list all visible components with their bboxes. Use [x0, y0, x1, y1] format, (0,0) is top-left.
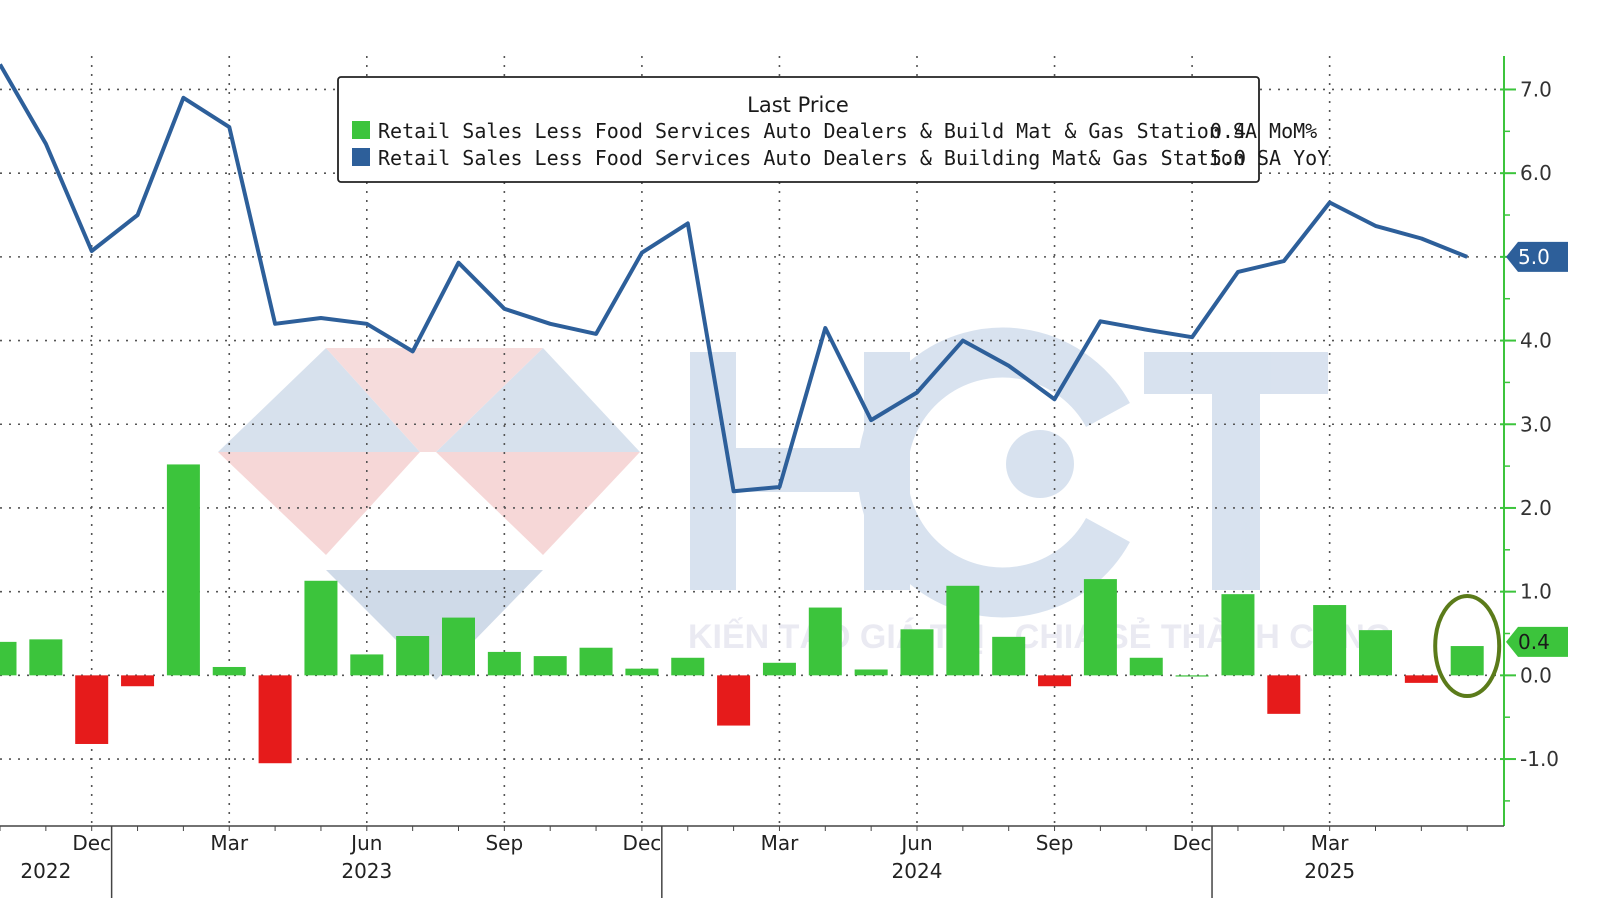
last-value-tag-text: 5.0	[1518, 245, 1550, 269]
mom-bar	[1083, 579, 1117, 676]
y-tick-label: 0.0	[1520, 663, 1552, 687]
x-month-label: Mar	[1311, 831, 1350, 855]
mom-bar	[808, 607, 842, 676]
mom-bar	[75, 675, 109, 744]
mom-bar	[1359, 630, 1392, 676]
y-tick-label: 7.0	[1520, 77, 1552, 101]
mom-bar	[1267, 675, 1301, 714]
x-month-label: Dec	[623, 831, 662, 855]
mom-bar	[1129, 657, 1163, 676]
y-tick-label: 2.0	[1520, 496, 1552, 520]
x-month-label: Jun	[899, 831, 932, 855]
legend-value-yoy: 5.0	[1210, 146, 1246, 170]
x-axis: Dec Mar Jun Sep Dec Mar Jun Sep Dec Mar 2022 2023 20…	[0, 825, 1504, 898]
last-value-tag: 0.4	[1506, 626, 1568, 657]
mom-bar	[854, 669, 888, 676]
mom-bar	[533, 656, 567, 676]
legend-label-mom: Retail Sales Less Food Services Auto Dea…	[378, 119, 1317, 143]
last-value-tag-bg	[1506, 241, 1568, 272]
last-value-tag: 5.0	[1506, 241, 1568, 272]
last-value-tag-bg	[1506, 626, 1568, 657]
legend-swatch-mom	[352, 121, 370, 139]
mom-bar	[946, 585, 980, 676]
y-tick-label: -1.0	[1520, 747, 1559, 771]
x-month-label: Sep	[1036, 831, 1074, 855]
mom-bar	[212, 666, 246, 676]
legend-label-yoy: Retail Sales Less Food Services Auto Dea…	[378, 146, 1329, 170]
mom-bar	[1450, 646, 1484, 676]
mom-bar	[671, 657, 705, 676]
watermark-logo: KIẾN TẠO GIÁ TRỊ - CHIA SẺ THÀNH CÔNG	[218, 327, 1391, 680]
last-value-tag-text: 0.4	[1518, 630, 1550, 654]
mom-bar	[625, 668, 659, 676]
x-month-label: Dec	[1173, 831, 1212, 855]
highlight-ellipse	[1433, 594, 1502, 699]
legend: Last Price Retail Sales Less Food Servic…	[337, 76, 1329, 183]
x-month-label: Mar	[210, 831, 249, 855]
mom-bar	[900, 629, 934, 676]
mom-bar	[1175, 675, 1209, 677]
x-month-label: Dec	[72, 831, 111, 855]
y-tick-label: 4.0	[1520, 329, 1552, 353]
mom-bar	[258, 675, 292, 764]
mom-bar	[1221, 594, 1255, 676]
x-year-label: 2024	[892, 859, 943, 883]
mom-bars	[0, 464, 1484, 764]
x-year-label: 2023	[341, 859, 392, 883]
x-year-label: 2025	[1304, 859, 1355, 883]
mom-bar	[487, 651, 521, 676]
legend-swatch-yoy	[352, 148, 370, 166]
yoy-line-path	[0, 63, 1468, 494]
legend-value-mom: 0.4	[1210, 119, 1246, 143]
y-tick-label: 3.0	[1520, 412, 1552, 436]
highlight-ellipse-shape	[1433, 594, 1502, 699]
mom-bar	[166, 464, 200, 676]
mom-bar	[1313, 605, 1347, 676]
mom-bar	[0, 641, 17, 676]
mom-bar	[442, 617, 475, 676]
x-month-label: Mar	[761, 831, 800, 855]
mom-bar	[1404, 675, 1438, 683]
mom-bar	[992, 636, 1026, 676]
mom-bar	[304, 580, 338, 676]
watermark-text: KIẾN TẠO GIÁ TRỊ - CHIA SẺ THÀNH CÔNG	[688, 617, 1391, 656]
mom-bar	[717, 675, 751, 726]
x-month-label: Sep	[485, 831, 523, 855]
mom-bar	[29, 639, 63, 676]
mom-bar	[350, 654, 384, 676]
legend-title: Last Price	[747, 93, 849, 117]
y-axis: 7.06.05.04.03.02.01.00.0-1.05.00.4	[1500, 56, 1568, 826]
mom-bar	[396, 636, 430, 676]
mom-bar	[579, 647, 613, 676]
y-tick-label: 1.0	[1520, 580, 1552, 604]
y-tick-label: 6.0	[1520, 161, 1552, 185]
x-month-label: Jun	[349, 831, 382, 855]
yoy-line	[0, 63, 1468, 494]
mom-bar	[1038, 675, 1072, 687]
mom-bar	[762, 662, 796, 676]
mom-bar	[121, 675, 155, 687]
x-year-label: 2022	[20, 859, 71, 883]
